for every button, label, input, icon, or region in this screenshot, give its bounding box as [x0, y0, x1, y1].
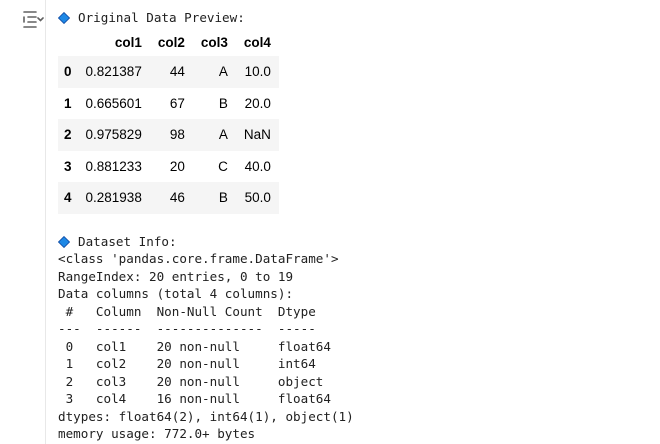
table-row: 2 0.975829 98 A NaN [58, 119, 279, 151]
cell-col2: 46 [169, 190, 185, 206]
row-index: 1 [64, 95, 72, 111]
info-line-col1: 0 col1 20 non-null float64 [58, 338, 331, 354]
dataset-info-text: <class 'pandas.core.frame.DataFrame'> Ra… [58, 250, 354, 443]
cell-col3: A [218, 127, 228, 143]
cell-col1: 0.975829 [85, 127, 142, 143]
blue-diamond-icon [58, 235, 70, 248]
cell-col1: 0.281938 [85, 190, 142, 206]
column-header-col4: col4 [243, 34, 271, 50]
row-index: 4 [64, 190, 72, 206]
cell-col3: A [218, 64, 228, 80]
preview-heading-text: Original Data Preview: [78, 10, 245, 25]
table-row: 4 0.281938 46 B 50.0 [58, 182, 279, 214]
info-line-col2: 1 col2 20 non-null int64 [58, 356, 331, 371]
cell-col4: NaN [243, 127, 271, 143]
dataframe-preview-table: col1 col2 col3 col4 0 0.821387 44 A 10.0… [58, 28, 279, 214]
output-toggle-icon[interactable] [22, 8, 44, 30]
cell-col2: 67 [169, 95, 185, 111]
cell-col2: 98 [169, 127, 185, 143]
info-line-columns-summary: Data columns (total 4 columns): [58, 286, 294, 301]
row-index: 3 [64, 158, 72, 174]
row-index: 2 [64, 127, 72, 143]
table-row: 3 0.881233 20 C 40.0 [58, 151, 279, 183]
cell-col2: 44 [169, 64, 185, 80]
cell-col1: 0.881233 [85, 158, 142, 174]
cell-col3: B [218, 190, 228, 206]
info-line-col4: 3 col4 16 non-null float64 [58, 391, 331, 406]
output-gutter-divider [45, 0, 46, 444]
info-line-memory: memory usage: 772.0+ bytes [58, 426, 256, 441]
info-line-table-header: # Column Non-Null Count Dtype [58, 303, 331, 319]
column-header-col3: col3 [200, 34, 228, 50]
info-heading-text: Dataset Info: [78, 234, 177, 249]
cell-col1: 0.665601 [85, 95, 142, 111]
cell-col3: C [218, 158, 228, 174]
cell-col3: B [218, 95, 228, 111]
row-index: 0 [64, 64, 72, 80]
info-line-table-rule: --- ------ -------------- ----- [58, 321, 331, 336]
cell-col1: 0.821387 [85, 64, 142, 80]
table-row: 0 0.821387 44 A 10.0 [58, 56, 279, 88]
info-line-class: <class 'pandas.core.frame.DataFrame'> [58, 251, 339, 266]
info-line-col3: 2 col3 20 non-null object [58, 373, 331, 389]
info-line-rangeindex: RangeIndex: 20 entries, 0 to 19 [58, 268, 294, 284]
preview-heading: Original Data Preview: [58, 9, 245, 27]
cell-col2: 20 [169, 158, 185, 174]
info-heading: Dataset Info: [58, 233, 177, 251]
column-header-col1: col1 [114, 34, 142, 50]
cell-col4: 40.0 [244, 158, 271, 174]
table-header-row: col1 col2 col3 col4 [58, 28, 279, 56]
cell-col4: 10.0 [244, 64, 271, 80]
cell-output-area: Original Data Preview: col1 col2 col3 co… [58, 0, 660, 444]
table-row: 1 0.665601 67 B 20.0 [58, 88, 279, 120]
cell-col4: 20.0 [244, 95, 271, 111]
blue-diamond-icon [58, 11, 70, 24]
index-column-header [58, 28, 78, 56]
column-header-col2: col2 [157, 34, 185, 50]
info-line-dtypes: dtypes: float64(2), int64(1), object(1) [58, 408, 354, 424]
cell-col4: 50.0 [244, 190, 271, 206]
